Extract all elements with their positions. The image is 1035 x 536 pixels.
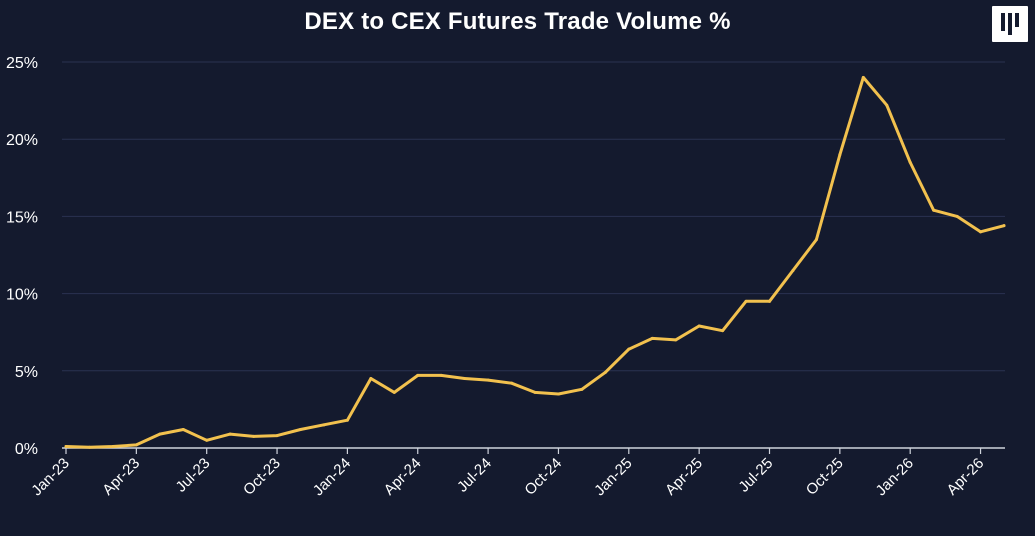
data-point: [674, 338, 678, 342]
data-point: [533, 390, 537, 394]
data-point: [650, 336, 654, 340]
data-point: [697, 324, 701, 328]
data-point: [463, 377, 467, 381]
x-tick-label: Jan-26: [873, 455, 917, 499]
data-point: [955, 214, 959, 218]
data-point: [228, 432, 232, 436]
data-point: [556, 392, 560, 396]
y-tick-label: 25%: [6, 55, 38, 72]
data-point: [134, 443, 138, 447]
data-point: [721, 329, 725, 333]
data-point: [908, 160, 912, 164]
data-point: [768, 299, 771, 303]
data-point: [275, 434, 279, 438]
x-tick-label: Jul-23: [173, 455, 214, 496]
y-tick-label: 0%: [15, 441, 38, 458]
data-point: [158, 432, 162, 436]
data-point: [580, 387, 584, 391]
x-tick-label: Oct-25: [803, 455, 847, 499]
x-tick-label: Apr-24: [381, 455, 425, 499]
data-point: [252, 434, 256, 438]
x-tick-label: Jul-24: [454, 455, 495, 496]
x-tick-label: Jan-25: [591, 455, 635, 499]
data-point: [932, 208, 936, 212]
gridlines: [62, 61, 1005, 372]
data-point: [814, 238, 818, 242]
data-point: [744, 299, 748, 303]
data-point: [627, 347, 631, 351]
y-axis-ticks: 0% 5% 10% 15% 20% 25%: [6, 55, 38, 458]
data-point: [111, 444, 115, 448]
data-point: [345, 418, 349, 422]
x-tick-label: Jul-25: [735, 455, 776, 496]
brand-logo-icon: [992, 6, 1028, 42]
x-tick-label: Oct-23: [240, 455, 284, 499]
chart-title: DEX to CEX Futures Trade Volume %: [304, 8, 731, 35]
data-point: [87, 445, 91, 449]
data-point: [392, 390, 396, 394]
x-tick-label: Jan-23: [28, 455, 72, 499]
data-point: [861, 75, 865, 79]
data-point: [322, 423, 326, 427]
y-tick-label: 20%: [6, 132, 38, 149]
x-axis-ticks: Jan-23 Apr-23 Jul-23 Oct-23 Jan-24 Apr-24 Jul-…: [28, 448, 987, 499]
x-tick-label: Apr-25: [662, 455, 706, 499]
data-point: [369, 377, 373, 381]
x-tick-label: Oct-24: [521, 455, 565, 499]
y-tick-label: 10%: [6, 287, 38, 304]
data-point: [299, 427, 302, 431]
data-point: [416, 373, 420, 377]
data-point: [603, 370, 607, 374]
y-tick-label: 5%: [15, 364, 38, 381]
x-tick-label: Apr-26: [944, 455, 988, 499]
data-point: [181, 427, 185, 431]
series-points: [64, 75, 1006, 449]
data-point: [486, 378, 490, 382]
data-point: [838, 153, 842, 157]
data-point: [885, 103, 889, 107]
y-tick-label: 15%: [6, 209, 38, 226]
data-point: [791, 268, 795, 272]
data-point: [64, 444, 68, 448]
x-tick-label: Apr-23: [99, 455, 143, 499]
data-point: [205, 438, 209, 442]
data-point: [439, 373, 443, 377]
data-point: [1002, 224, 1006, 228]
data-point: [510, 381, 514, 385]
x-tick-label: Jan-24: [310, 455, 354, 499]
data-point: [979, 230, 983, 234]
